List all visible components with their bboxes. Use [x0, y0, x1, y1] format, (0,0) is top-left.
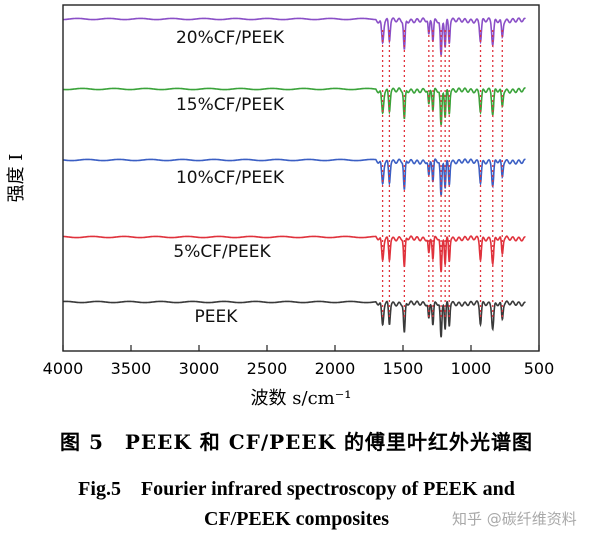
series-label: 10%CF/PEEK — [176, 168, 285, 188]
x-tick-label: 4000 — [43, 359, 84, 378]
plot-frame — [62, 4, 540, 352]
series-line — [63, 17, 526, 56]
series-line — [62, 87, 526, 126]
watermark: 知乎 @碳纤维资料 — [452, 510, 577, 528]
y-axis-label: 强度 I — [6, 154, 27, 203]
x-tick-label: 3500 — [111, 359, 152, 378]
x-tick-label: 3000 — [179, 359, 220, 378]
figure-caption-chinese: 图 5 PEEK 和 CF/PEEK 的傅里叶红外光谱图 — [59, 430, 533, 454]
series-group — [62, 17, 526, 338]
figure-caption-english-line2: CF/PEEK composites — [204, 508, 389, 530]
ftir-chart: 4000 3500 3000 2500 2000 1500 1000 500 20%CF/PE… — [6, 4, 555, 409]
x-tick-label: 2500 — [247, 359, 288, 378]
x-tick-label: 2000 — [315, 359, 356, 378]
series-label: 15%CF/PEEK — [176, 95, 285, 115]
series-label: 5%CF/PEEK — [173, 242, 271, 262]
series-line — [62, 158, 526, 196]
figure-caption-english-line1: Fig.5 Fourier infrared spectroscopy of P… — [78, 478, 515, 500]
series-line — [63, 235, 526, 273]
x-axis-label: 波数 s/cm⁻¹ — [251, 388, 352, 409]
series-label: PEEK — [195, 307, 239, 327]
series-label: 20%CF/PEEK — [176, 28, 285, 48]
x-tick-label: 1500 — [383, 359, 424, 378]
series-line — [63, 300, 526, 338]
x-tick-label: 1000 — [451, 359, 492, 378]
x-axis: 4000 3500 3000 2500 2000 1500 1000 500 — [43, 345, 555, 378]
x-tick-label: 500 — [524, 359, 555, 378]
series-labels: 20%CF/PEEK 15%CF/PEEK 10%CF/PEEK 5%CF/PEEK P… — [173, 28, 284, 327]
band-markers — [381, 30, 503, 320]
